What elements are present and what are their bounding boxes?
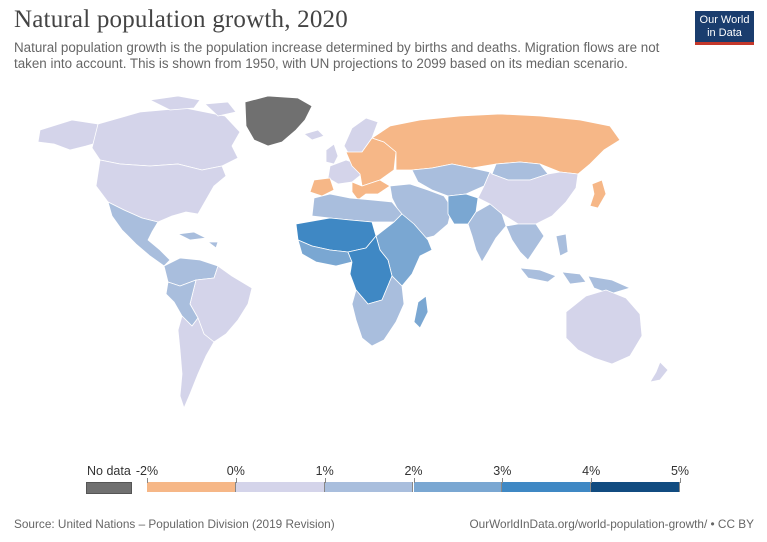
region-canada[interactable] xyxy=(91,107,241,171)
legend-tick xyxy=(147,478,148,483)
logo-line-2: in Data xyxy=(707,26,742,39)
legend-tick xyxy=(324,478,326,483)
page-subtitle: Natural population growth is the populat… xyxy=(14,40,660,71)
world-map[interactable] xyxy=(0,90,767,425)
legend-no-data-label: No data xyxy=(87,464,131,478)
legend-bin[interactable] xyxy=(591,482,680,492)
legend-bin[interactable] xyxy=(502,482,592,492)
page-title: Natural population growth, 2020 xyxy=(14,6,348,33)
region-iberia[interactable] xyxy=(309,177,335,197)
legend-bin[interactable] xyxy=(235,482,325,492)
region-new-zealand[interactable] xyxy=(649,361,669,383)
legend-tick-label: -2% xyxy=(135,464,159,478)
legend-tick-label: 0% xyxy=(226,464,245,478)
region-southeast-asia[interactable] xyxy=(505,223,545,261)
legend-bin[interactable] xyxy=(413,482,503,492)
region-southern-cone[interactable] xyxy=(177,315,215,409)
legend-tick-label: 1% xyxy=(315,464,334,478)
region-japan[interactable] xyxy=(589,179,607,209)
region-mexico[interactable] xyxy=(107,201,171,267)
region-uk[interactable] xyxy=(325,143,339,165)
region-southern-africa[interactable] xyxy=(351,275,405,347)
region-greenland[interactable] xyxy=(244,95,313,147)
logo-line-1: Our World xyxy=(699,14,750,26)
region-india[interactable] xyxy=(467,203,507,263)
legend-tick-label: 2% xyxy=(404,464,423,478)
region-indonesia[interactable] xyxy=(519,233,631,295)
legend-no-data-swatch[interactable] xyxy=(86,482,132,494)
owid-url-link[interactable]: OurWorldInData.org/world-population-grow… xyxy=(469,517,754,531)
region-madagascar[interactable] xyxy=(413,295,429,329)
legend-tick-label: 3% xyxy=(493,464,512,478)
legend-tick-label: 5% xyxy=(670,464,690,478)
legend-tick xyxy=(680,478,681,483)
region-iceland[interactable] xyxy=(303,129,325,141)
region-italy-balkans[interactable] xyxy=(351,179,391,201)
legend-tick xyxy=(235,478,237,483)
legend-bin[interactable] xyxy=(147,482,236,492)
map-legend: No data -2% 0% 1% 2% 3% 4% 5% xyxy=(0,460,767,500)
region-china[interactable] xyxy=(477,171,579,225)
owid-logo[interactable]: Our World in Data xyxy=(695,11,754,45)
legend-tick xyxy=(413,478,415,483)
legend-tick xyxy=(502,478,504,483)
legend-bin[interactable] xyxy=(324,482,414,492)
region-australia[interactable] xyxy=(565,289,643,365)
region-alaska[interactable] xyxy=(37,119,101,151)
legend-tick-label: 4% xyxy=(582,464,601,478)
legend-tick xyxy=(591,478,593,483)
source-text: Source: United Nations – Population Divi… xyxy=(14,517,335,531)
region-east-europe[interactable] xyxy=(345,137,397,187)
region-arctic-islands[interactable] xyxy=(149,95,237,117)
region-caribbean[interactable] xyxy=(177,231,219,249)
